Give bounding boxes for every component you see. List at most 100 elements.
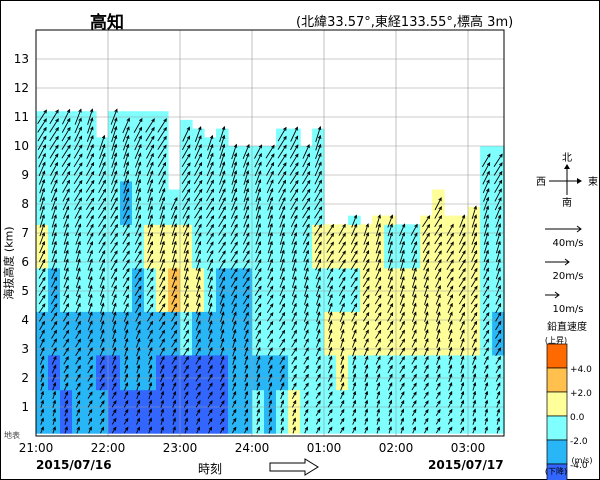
wind-arrow [387,312,393,322]
wind-arrow [350,233,358,245]
wind-arrow-head [389,373,393,378]
wind-arrow [495,268,501,280]
wind-arrow-head [318,223,323,228]
wind-arrow [98,171,106,185]
wind-arrow-head [496,408,501,413]
wind-arrow [446,268,454,279]
wind-arrow-head [401,329,405,334]
wind-arrow-head [377,267,381,272]
wind-arrow [50,312,58,322]
wind-arrow-head [366,276,370,281]
wind-arrow [399,303,405,314]
wind-arrow [195,356,201,365]
wind-arrow-head [136,337,141,343]
wind-arrow-head [198,143,202,149]
wind-arrow [423,285,429,297]
wind-arrow-head [185,284,189,290]
wind-arrow-head [244,381,249,387]
wind-arrow-head [342,241,346,246]
wind-arrow [267,215,273,228]
wind-arrow [183,400,189,408]
wind-arrow-head [76,426,80,431]
wind-arrow-head [305,347,309,352]
wind-arrow [255,250,262,262]
wind-arrow [98,241,106,254]
wind-arrow [159,259,165,271]
wind-arrow-head [161,355,165,360]
wind-arrow-head [413,347,417,352]
wind-arrow [134,144,142,159]
wind-arrow-head [365,311,370,317]
wind-arrow-head [352,364,357,369]
wind-arrow-head [377,285,382,290]
wind-arrow [195,312,201,322]
wind-arrow [50,294,58,305]
wind-arrow-head [413,373,417,378]
wind-arrow [183,276,189,288]
wind-arrow-head [268,390,273,395]
wind-arrow [37,127,47,142]
wind-arrow [183,232,189,245]
wind-arrow [122,206,130,219]
wind-arrow-head [53,312,58,317]
wind-arrow [183,339,189,348]
wind-arrow-head [401,267,405,272]
wind-arrow-head [364,417,369,422]
wind-arrow [122,242,130,253]
wind-arrow [315,347,321,357]
wind-arrow [387,382,393,391]
wind-arrow [183,285,189,297]
wind-arrow-head [221,143,226,148]
wind-arrow-head [41,294,46,299]
wind-arrow-head [102,197,107,202]
wind-arrow-head [484,417,489,422]
wind-arrow [110,242,118,253]
wind-arrow-head [305,302,309,307]
wind-arrow-head [438,259,442,264]
wind-arrow [256,427,260,434]
wind-arrow [147,347,153,357]
wind-arrow [364,373,368,383]
wind-arrow-head [209,337,213,343]
wind-arrow [146,295,154,305]
wind-arrow [303,383,309,391]
wind-arrow-head [376,408,381,413]
wind-arrow [171,321,177,331]
wind-arrow [123,400,129,408]
wind-arrow [111,171,118,185]
wind-arrow-head [294,206,298,211]
wind-arrow-head [136,390,141,396]
wind-arrow [350,250,358,262]
wind-arrow-head [413,258,417,263]
wind-arrow-head [245,161,250,166]
wind-arrow-head [221,382,225,387]
wind-arrow-head [244,408,249,413]
wind-arrow [87,374,93,382]
wind-arrow [123,170,129,185]
wind-arrow [277,145,287,159]
wind-arrow-head [473,223,477,228]
wind-arrow [460,400,464,408]
wind-arrow [181,162,191,176]
wind-arrow-head [41,311,46,317]
x-tick-label: 02:00 [379,441,414,455]
wind-arrow [254,162,262,177]
wind-arrow [171,312,177,322]
wind-arrow-head [126,223,130,228]
wind-arrow [122,250,130,262]
wind-arrow [160,382,164,391]
wind-arrow [495,312,501,322]
wind-arrow [134,241,142,254]
wind-arrow [256,400,260,408]
wind-arrow [182,206,190,219]
wind-arrow [314,162,322,177]
wind-arrow-head [198,179,203,184]
wind-arrow [99,365,105,374]
wind-arrow-head [138,241,142,246]
wind-arrow-head [149,187,154,192]
wind-arrow-head [306,188,311,193]
wind-arrow-head [138,276,142,281]
wind-arrow-head [90,232,94,237]
wind-arrow [159,188,166,202]
wind-arrow-head [186,214,190,219]
